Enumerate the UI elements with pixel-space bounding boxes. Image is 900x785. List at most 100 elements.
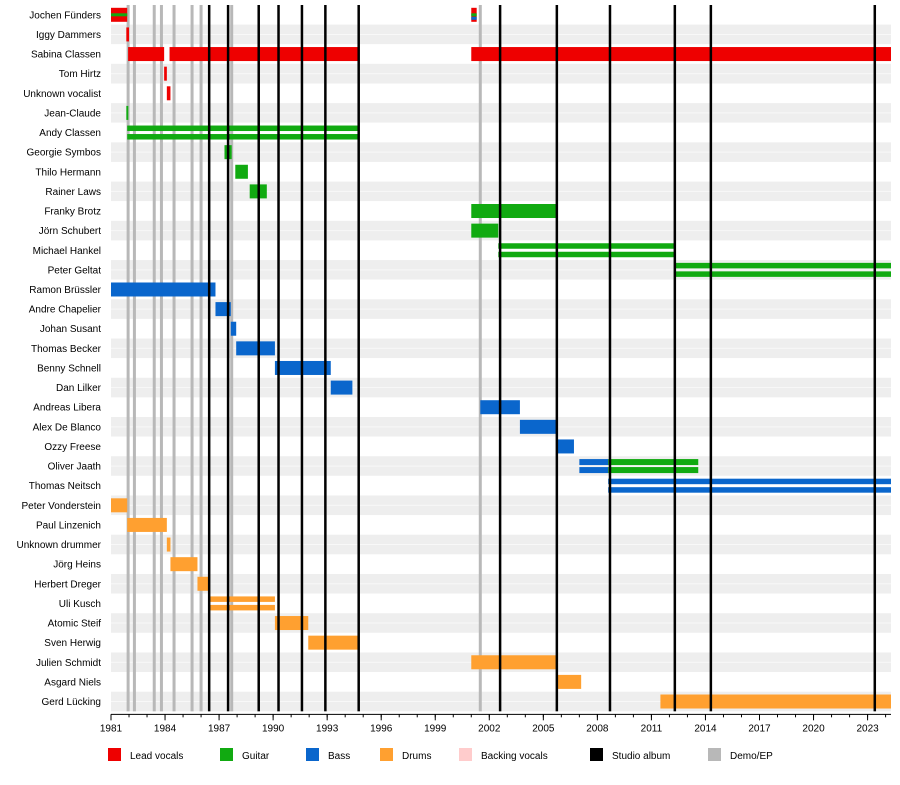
demo-ep-line	[478, 5, 482, 712]
demo-ep-line	[152, 5, 156, 712]
member-label: Jean-Claude	[44, 108, 101, 119]
studio-album-line	[277, 5, 280, 712]
member-bar	[471, 655, 558, 670]
member-bar	[111, 282, 216, 297]
member-bar	[111, 498, 128, 513]
member-bar	[673, 262, 891, 269]
member-bar	[608, 459, 699, 466]
member-label: Georgie Symbos	[27, 148, 101, 159]
member-label: Sven Herwig	[44, 638, 101, 649]
legend-label: Demo/EP	[730, 751, 773, 762]
member-label: Jörg Heins	[53, 560, 101, 571]
member-bar	[274, 616, 309, 631]
member-label: Jörn Schubert	[39, 226, 101, 237]
member-bar	[127, 517, 167, 532]
member-bar	[608, 467, 699, 474]
studio-album-line	[207, 5, 211, 712]
member-bar	[170, 557, 198, 572]
legend-label: Backing vocals	[481, 751, 548, 762]
member-label: Julien Schmidt	[36, 658, 101, 669]
member-label: Benny Schnell	[37, 363, 101, 374]
x-tick-label: 1990	[262, 723, 285, 734]
member-bar	[673, 271, 891, 277]
member-bar	[471, 223, 499, 238]
member-label: Ozzy Freese	[44, 442, 101, 453]
member-bar	[236, 341, 275, 356]
member-label: Andreas Libera	[33, 403, 101, 414]
member-bar	[498, 243, 674, 249]
demo-ep-line	[132, 5, 136, 712]
member-label: Dan Lilker	[56, 383, 102, 394]
member-label: Unknown drummer	[17, 540, 102, 551]
member-bar	[471, 204, 556, 219]
member-bar	[126, 105, 129, 120]
member-bar	[235, 164, 248, 179]
member-bar	[127, 125, 359, 132]
member-bar	[127, 134, 359, 140]
member-bar	[169, 47, 359, 62]
legend-swatch	[590, 748, 603, 761]
studio-album-line	[673, 5, 677, 712]
member-label: Alex De Blanco	[33, 422, 102, 433]
member-label: Thilo Hermann	[35, 167, 101, 178]
member-label: Franky Brotz	[44, 207, 101, 218]
member-label: Gerd Lücking	[42, 697, 101, 708]
member-bar-stripe	[111, 13, 128, 17]
x-tick-label: 2017	[748, 723, 771, 734]
legend-swatch	[306, 748, 319, 761]
studio-album-line	[873, 5, 877, 712]
demo-ep-line	[190, 5, 194, 712]
member-bar	[498, 251, 674, 258]
member-label: Asgard Niels	[44, 677, 101, 688]
member-bar	[660, 694, 891, 709]
member-bar	[166, 537, 171, 552]
studio-album-line	[226, 5, 230, 712]
studio-album-line	[324, 5, 327, 712]
member-bar	[519, 419, 558, 434]
legend-label: Lead vocals	[130, 751, 183, 762]
studio-album-line	[709, 5, 713, 712]
member-label: Iggy Dammers	[36, 30, 101, 41]
studio-album-line	[555, 5, 559, 712]
legend-swatch	[220, 748, 233, 761]
demo-ep-line	[230, 5, 234, 712]
member-bar-stripe	[471, 16, 477, 20]
member-bar	[330, 380, 353, 395]
member-label: Thomas Neitsch	[29, 481, 101, 492]
member-bar	[126, 27, 130, 42]
legend-label: Drums	[402, 751, 431, 762]
member-label: Ramon Brüssler	[29, 285, 101, 296]
legend-swatch	[108, 748, 121, 761]
member-label: Peter Geltat	[48, 265, 102, 276]
member-label: Johan Susant	[40, 324, 101, 335]
x-tick-label: 2011	[641, 723, 663, 734]
member-label: Rainer Laws	[45, 187, 101, 198]
demo-ep-line	[159, 5, 163, 712]
member-label: Michael Hankel	[33, 246, 101, 257]
x-tick-label: 1981	[100, 723, 123, 734]
x-tick-label: 2014	[694, 723, 717, 734]
x-tick-label: 1984	[154, 723, 177, 734]
demo-ep-line	[126, 5, 130, 712]
member-label: Sabina Classen	[31, 50, 101, 61]
legend-label: Studio album	[612, 751, 670, 762]
member-bar	[579, 459, 609, 466]
member-bar	[557, 674, 582, 689]
studio-album-line	[357, 5, 360, 712]
member-bar-stripe	[471, 13, 477, 17]
member-label: Peter Vonderstein	[22, 501, 102, 512]
legend-swatch	[708, 748, 721, 761]
member-label: Oliver Jaath	[48, 462, 101, 473]
x-tick-label: 2023	[856, 723, 879, 734]
demo-ep-line	[199, 5, 203, 712]
legend-swatch	[459, 748, 472, 761]
x-tick-label: 1993	[316, 723, 339, 734]
studio-album-line	[257, 5, 260, 712]
x-tick-label: 2008	[586, 723, 609, 734]
member-bar	[208, 604, 275, 611]
member-label: Atomic Steif	[48, 619, 102, 630]
member-label: Herbert Dreger	[34, 579, 101, 590]
member-label: Paul Linzenich	[36, 520, 101, 531]
